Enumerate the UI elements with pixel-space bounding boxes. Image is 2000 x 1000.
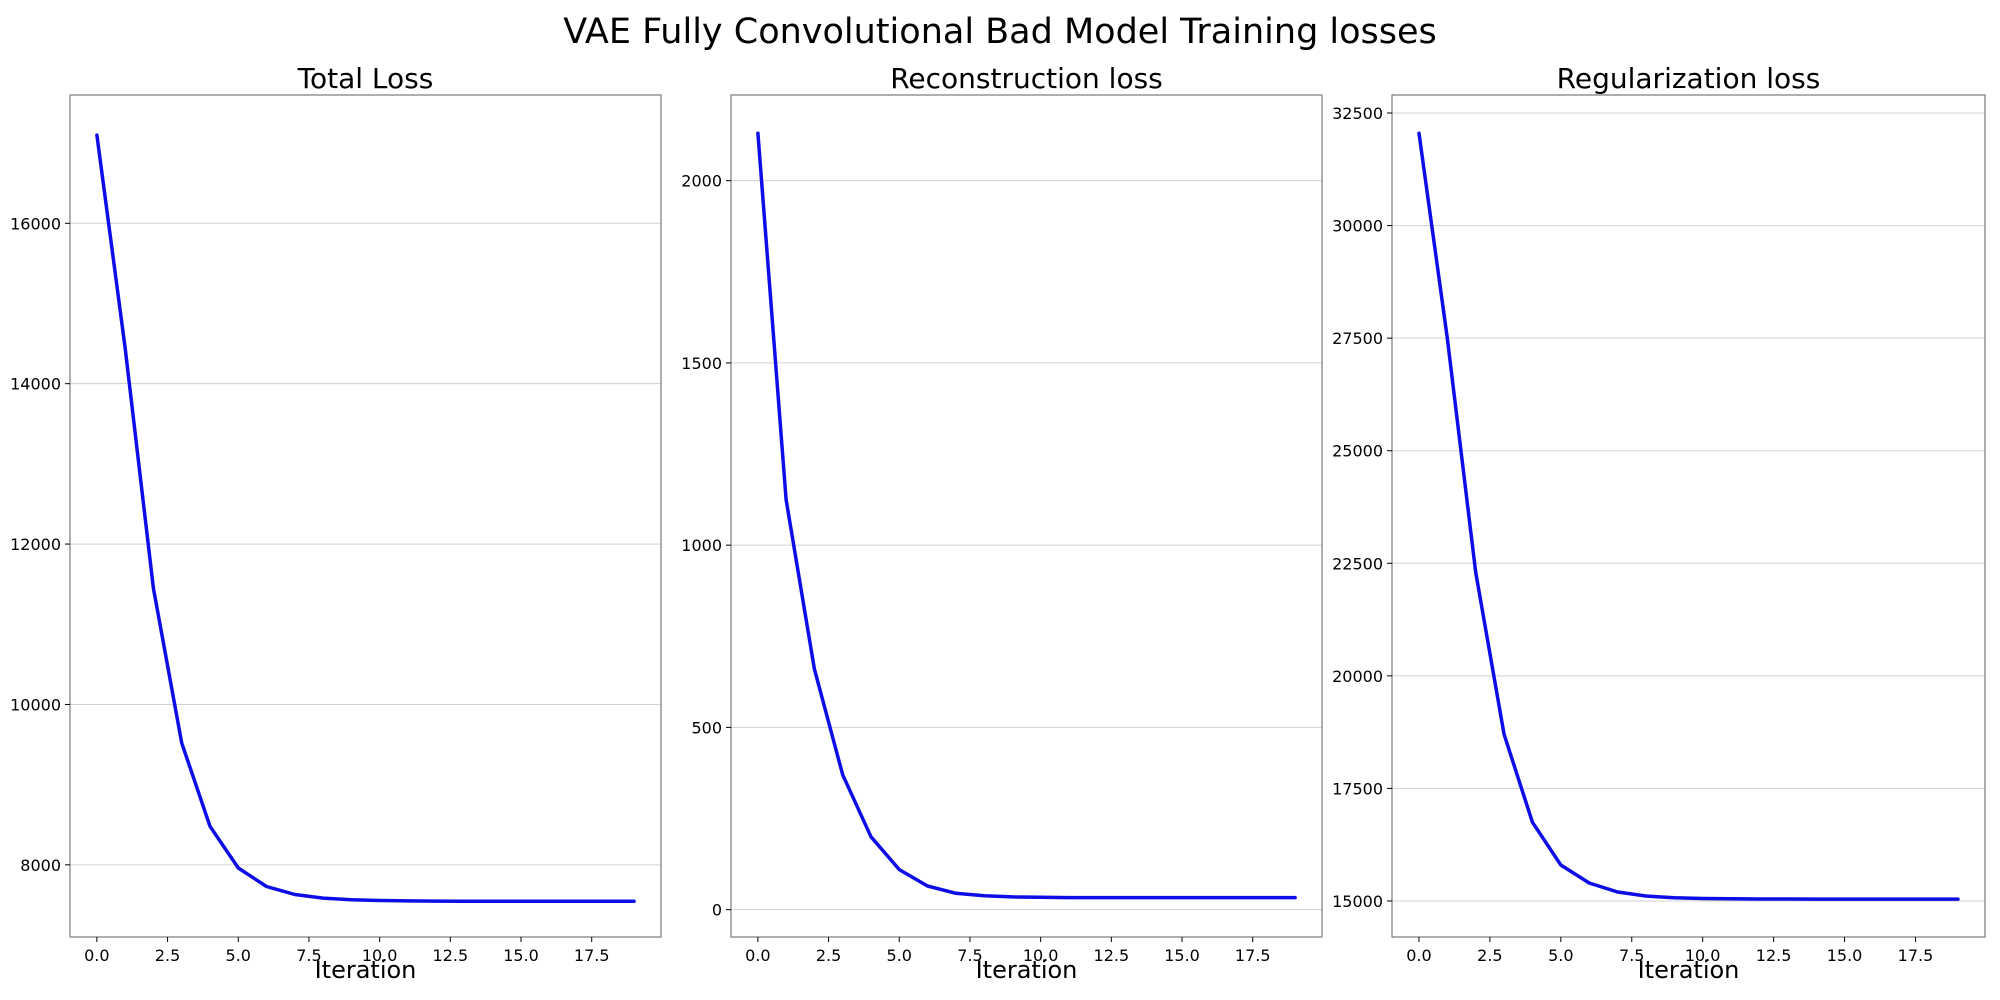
total-loss-ytick-label: 10000: [10, 695, 61, 714]
reconstruction-loss-xtick-label: 7.5: [957, 946, 982, 965]
total-loss-xtick-label: 17.5: [574, 946, 610, 965]
total-loss-plot-frame: [69, 94, 662, 938]
total-loss-xlabel: Iteration: [315, 956, 417, 984]
total-loss-xtick-label: 0.0: [84, 946, 109, 965]
total-loss-ytick-label: 14000: [10, 375, 61, 394]
total-loss-xtick-label: 2.5: [155, 946, 180, 965]
reconstruction-loss-ytick-label: 1500: [681, 354, 722, 373]
total-loss-ytick-label: 8000: [20, 856, 61, 875]
regularization-loss-ytick-label: 30000: [1332, 217, 1383, 236]
reconstruction-loss-xlabel: Iteration: [976, 956, 1078, 984]
total-loss-title: Total Loss: [297, 62, 434, 95]
reconstruction-loss-xtick-label: 2.5: [816, 946, 841, 965]
regularization-loss-ytick-label: 32500: [1332, 104, 1383, 123]
reconstruction-loss-ytick-label: 2000: [681, 172, 722, 191]
regularization-loss-xtick-label: 10.0: [1685, 946, 1721, 965]
regularization-loss-xtick-label: 5.0: [1548, 946, 1573, 965]
total-loss-xtick-label: 10.0: [362, 946, 398, 965]
regularization-loss-title: Regularization loss: [1557, 62, 1821, 95]
regularization-loss-xtick-label: 0.0: [1406, 946, 1431, 965]
total-loss-xtick-label: 12.5: [433, 946, 469, 965]
regularization-loss-ytick-label: 22500: [1332, 554, 1383, 573]
regularization-loss-ytick-label: 15000: [1332, 892, 1383, 911]
figure-title: VAE Fully Convolutional Bad Model Traini…: [563, 12, 1437, 52]
regularization-loss-plot-frame: [1391, 94, 1986, 938]
regularization-loss-xtick-label: 7.5: [1619, 946, 1644, 965]
regularization-loss-ytick-label: 20000: [1332, 667, 1383, 686]
reconstruction-loss-xtick-label: 15.0: [1164, 946, 1200, 965]
total-loss-xtick-label: 5.0: [226, 946, 251, 965]
reconstruction-loss-ytick-label: 500: [691, 718, 722, 737]
regularization-loss-ytick-label: 17500: [1332, 779, 1383, 798]
regularization-loss-ytick-label: 27500: [1332, 329, 1383, 348]
regularization-loss-xtick-label: 2.5: [1477, 946, 1502, 965]
reconstruction-loss-xtick-label: 5.0: [887, 946, 912, 965]
reconstruction-loss-ytick-label: 1000: [681, 536, 722, 555]
reconstruction-loss-xtick-label: 10.0: [1023, 946, 1059, 965]
regularization-loss-xtick-label: 12.5: [1756, 946, 1792, 965]
reconstruction-loss-xtick-label: 0.0: [745, 946, 770, 965]
total-loss-ytick-label: 16000: [10, 214, 61, 233]
reconstruction-loss-title: Reconstruction loss: [890, 62, 1163, 95]
total-loss-series-line: [95, 133, 636, 904]
regularization-loss-xtick-label: 15.0: [1827, 946, 1863, 965]
regularization-loss-xlabel: Iteration: [1638, 956, 1740, 984]
total-loss-ytick-label: 12000: [10, 535, 61, 554]
reconstruction-loss-series-line: [756, 131, 1297, 900]
regularization-loss-xtick-label: 17.5: [1898, 946, 1934, 965]
reconstruction-loss-plot-frame: [730, 94, 1323, 938]
reconstruction-loss-ytick-label: 0: [712, 901, 722, 920]
regularization-loss-ytick-label: 25000: [1332, 442, 1383, 461]
reconstruction-loss-xtick-label: 12.5: [1094, 946, 1130, 965]
total-loss-xtick-label: 15.0: [503, 946, 539, 965]
regularization-loss-series-line: [1417, 131, 1960, 901]
reconstruction-loss-xtick-label: 17.5: [1235, 946, 1271, 965]
total-loss-xtick-label: 7.5: [296, 946, 321, 965]
